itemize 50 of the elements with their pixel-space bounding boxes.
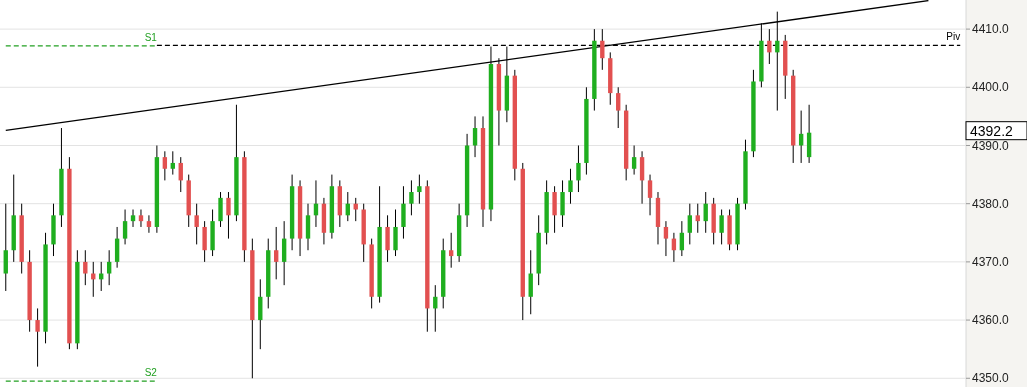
candlestick [114,226,120,269]
y-tick-label: 4350.0 [972,371,1010,386]
series-label: S1 [144,31,158,43]
candlestick [106,249,112,286]
y-tick-label: 4390.0 [972,138,1010,153]
candlestick [576,144,581,193]
candlestick [393,209,398,257]
candlestick [401,185,406,240]
y-tick-label: 4400.0 [972,80,1010,95]
candlestick [417,174,422,205]
candlestick [202,220,207,263]
candlestick [122,209,128,245]
candlestick [449,232,454,269]
candlestick [353,197,358,222]
candlestick [258,278,263,350]
candlestick [663,220,669,257]
candlestick [528,249,533,315]
candlestick [130,209,136,228]
candlestick [281,220,287,286]
y-tick-label: 4380.0 [972,196,1010,211]
candlestick [560,179,565,228]
candlestick [687,203,692,245]
candlestick [552,185,557,234]
candlestick [274,226,279,280]
candlestick [568,168,573,205]
y-tick-label: 4410.0 [972,22,1010,37]
candlestick [138,209,144,228]
candlestick [226,191,231,240]
series-label: S2 [144,367,158,379]
candlestick [194,203,199,245]
candlestick [695,203,700,234]
candlestick [639,150,645,205]
y-tick-label: 4360.0 [972,313,1010,328]
candlestick [35,307,40,368]
candlestick [409,179,414,216]
candlestick [170,150,175,176]
candlestick [647,174,653,216]
candlestick [3,203,8,292]
candlestick [305,203,311,251]
candlestick [83,249,88,286]
candlestick [719,209,724,245]
y-tick-label: 4370.0 [972,255,1010,270]
series-label: Piv [946,31,961,43]
candlestick [218,191,223,228]
candlestick [162,150,168,181]
candlestick [146,214,152,234]
candlestick [616,86,621,129]
text: 4392.2 [970,122,1014,139]
candlestick [385,214,390,263]
candlestick [631,144,637,176]
